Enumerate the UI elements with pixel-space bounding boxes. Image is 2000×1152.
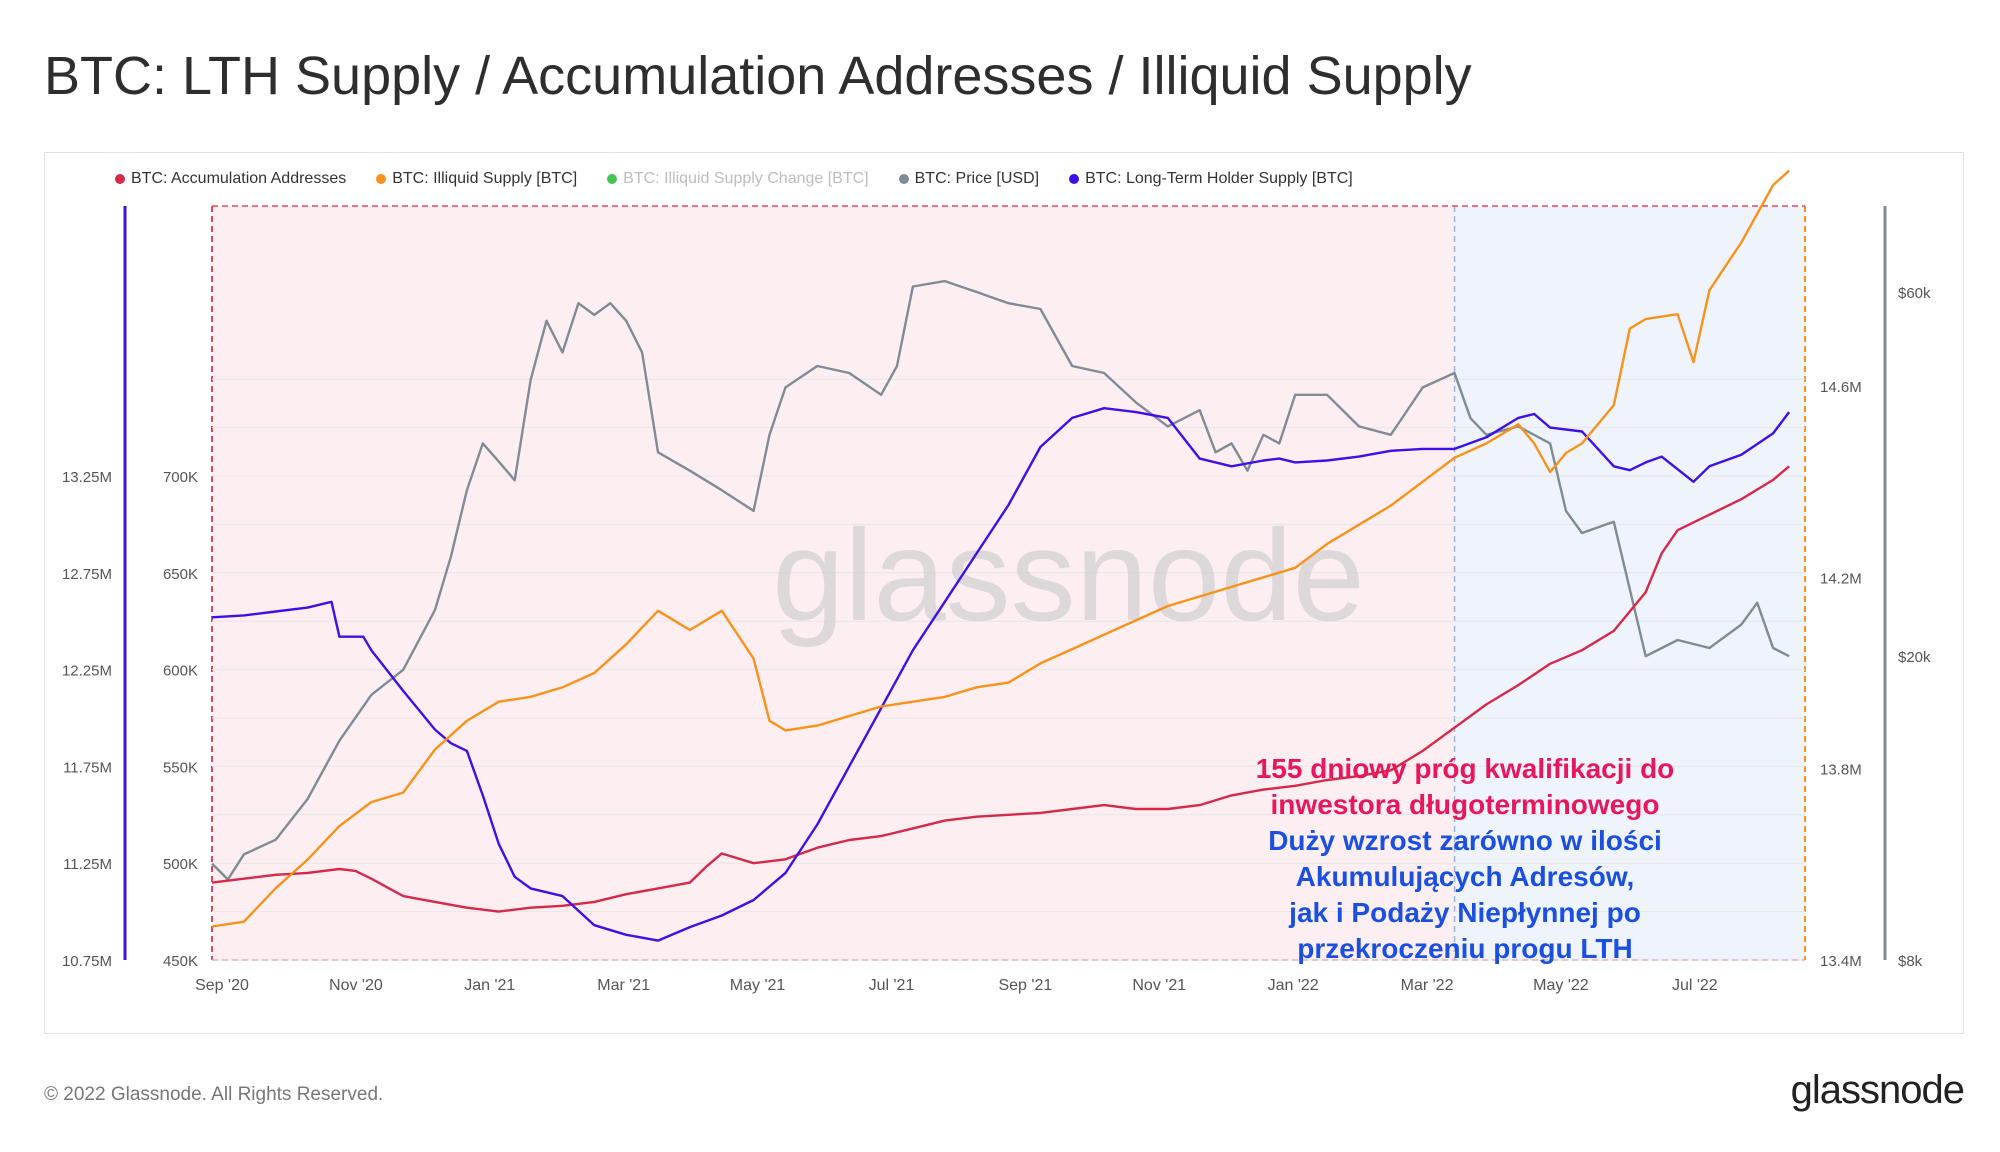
illiquid-tick-label: 14.6M [1820, 379, 1862, 396]
watermark-text: glassnode [772, 502, 1365, 648]
accumulation-tick-label: 700K [163, 469, 198, 486]
legend-dot-icon [607, 174, 618, 184]
chart-legend: BTC: Accumulation Addresses BTC: Illiqui… [115, 161, 1353, 197]
illiquid-tick-label: 13.8M [1820, 762, 1862, 779]
legend-label: BTC: Price [USD] [914, 170, 1040, 187]
legend-label: BTC: Accumulation Addresses [131, 170, 347, 187]
illiquid-tick-label: 13.4M [1820, 953, 1862, 970]
legend-dot-icon [376, 174, 387, 184]
lth-tick-label: 11.75M [63, 759, 112, 776]
accumulation-tick-label: 650K [163, 566, 198, 583]
x-tick-label: Sep '21 [998, 977, 1052, 994]
x-tick-label: Mar '22 [1401, 977, 1454, 994]
accumulation-tick-label: 500K [163, 856, 198, 873]
x-tick-label: Sep '20 [195, 977, 249, 994]
legend-label: BTC: Illiquid Supply [BTC] [392, 170, 578, 187]
legend-label: BTC: Illiquid Supply Change [BTC] [623, 170, 869, 187]
series-line-accumulation-addresses [211, 465, 1790, 913]
x-tick-label: Nov '20 [329, 977, 383, 994]
accumulation-tick-label: 550K [163, 759, 198, 776]
price-tick-label: $20k [1898, 649, 1931, 666]
lth-tick-label: 11.25M [63, 856, 112, 873]
x-tick-label: Mar '21 [597, 977, 650, 994]
annotation-blue-line: Duży wzrost zarówno w ilości [1268, 825, 1662, 856]
legend-item-lth-supply[interactable]: BTC: Long-Term Holder Supply [BTC] [1069, 161, 1353, 197]
annotation-red-line: inwestora długoterminowego [1271, 789, 1660, 820]
annotation-blue-line: jak i Podaży Niepłynnej po [1288, 897, 1641, 928]
series-line-lth-supply [211, 407, 1791, 942]
x-tick-label: Jul '21 [869, 977, 915, 994]
lth-tick-label: 13.25M [62, 469, 112, 486]
chart-svg: glassnode 13.25M 12.75M 12.25M 11.75M 11.25M 1… [62, 169, 1931, 994]
legend-dot-icon [1069, 174, 1080, 184]
glassnode-logo: glassnode [1790, 1068, 1965, 1112]
x-tick-label: Nov '21 [1132, 977, 1186, 994]
x-tick-label: Jan '22 [1268, 977, 1319, 994]
legend-item-price[interactable]: BTC: Price [USD] [898, 161, 1040, 197]
price-tick-label: $8k [1898, 953, 1923, 970]
accumulation-tick-label: 600K [163, 663, 198, 680]
legend-label: BTC: Long-Term Holder Supply [BTC] [1085, 170, 1353, 187]
legend-item-accumulation-addresses[interactable]: BTC: Accumulation Addresses [115, 161, 346, 197]
x-tick-label: Jul '22 [1672, 977, 1718, 994]
series-line-illiquid-supply [211, 169, 1790, 928]
annotation-blue-line: Akumulujących Adresów, [1296, 861, 1635, 892]
chart-panel: BTC: Accumulation Addresses BTC: Illiqui… [44, 152, 1964, 1034]
lth-tick-label: 12.75M [62, 566, 112, 583]
x-tick-label: May '21 [730, 977, 786, 994]
annotation-blue-line: przekroczeniu progu LTH [1297, 933, 1633, 964]
x-tick-label: Jan '21 [464, 977, 515, 994]
page-title: BTC: LTH Supply / Accumulation Addresses… [44, 46, 1472, 106]
series-line-price [211, 279, 1790, 881]
footer-copyright: © 2022 Glassnode. All Rights Reserved. [44, 1084, 384, 1105]
lth-tick-label: 10.75M [62, 953, 112, 970]
legend-item-illiquid-supply-change[interactable]: BTC: Illiquid Supply Change [BTC] [607, 161, 869, 197]
accumulation-tick-label: 450K [163, 953, 198, 970]
illiquid-tick-label: 14.2M [1820, 570, 1862, 587]
legend-item-illiquid-supply[interactable]: BTC: Illiquid Supply [BTC] [376, 161, 577, 197]
lth-tick-label: 12.25M [62, 663, 112, 680]
annotation-red-line: 155 dniowy próg kwalifikacji do [1256, 753, 1675, 784]
legend-dot-icon [898, 174, 909, 184]
price-tick-label: $60k [1898, 285, 1931, 302]
x-tick-label: May '22 [1533, 977, 1589, 994]
legend-dot-icon [115, 174, 125, 184]
